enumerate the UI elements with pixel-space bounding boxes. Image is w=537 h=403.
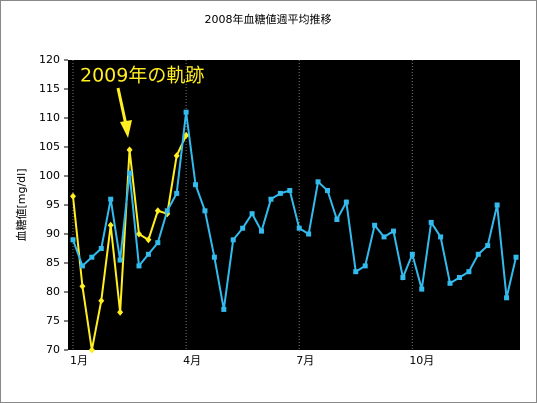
marker [475, 251, 481, 257]
y-tick-label: 120 [39, 53, 60, 66]
marker [438, 234, 444, 240]
marker [240, 225, 246, 231]
marker [221, 306, 227, 312]
marker [447, 280, 453, 286]
marker [154, 207, 161, 215]
marker [230, 237, 236, 243]
marker [135, 230, 142, 238]
marker [79, 263, 85, 269]
plot: 70 75 80 85 90 95 100 105 110 115 120 1月 4月 7月 10月 [39, 53, 519, 367]
marker [277, 190, 283, 196]
marker [117, 308, 124, 316]
x-tick-label: 4月 [183, 354, 201, 367]
y-tick-label: 90 [46, 227, 60, 240]
marker [155, 240, 161, 246]
marker [268, 196, 274, 202]
y-tick-label: 105 [39, 140, 60, 153]
marker [70, 192, 76, 200]
marker [183, 109, 189, 115]
marker [334, 217, 340, 222]
y-tick-label: 115 [39, 82, 60, 95]
annotation-arrowhead [120, 120, 132, 138]
marker [174, 190, 180, 196]
marker [485, 243, 491, 249]
y-axis-label: 血糖値[mg/dl] [14, 168, 28, 241]
marker [126, 146, 133, 154]
annotation: 2009年の軌跡 [80, 65, 204, 87]
marker [466, 269, 472, 275]
marker [306, 231, 312, 237]
marker [428, 219, 434, 225]
marker [98, 297, 105, 305]
marker [353, 269, 359, 275]
marker [504, 295, 510, 301]
marker [343, 199, 349, 205]
marker [98, 246, 104, 251]
marker [89, 254, 95, 260]
marker [409, 251, 415, 257]
y-tick-label: 75 [46, 314, 60, 327]
marker [362, 263, 368, 269]
marker [400, 275, 406, 280]
y-tick-label: 95 [46, 198, 60, 211]
marker [164, 208, 170, 214]
marker [108, 196, 114, 202]
marker [107, 221, 114, 229]
y-tick-label: 85 [46, 256, 60, 269]
y-tick-label: 80 [46, 285, 60, 298]
marker [390, 228, 396, 234]
marker [259, 228, 265, 234]
marker [419, 286, 425, 292]
marker [117, 257, 123, 263]
marker [513, 254, 519, 260]
marker [193, 182, 199, 188]
marker [127, 170, 133, 176]
y-tick-label: 70 [46, 343, 60, 356]
marker [88, 346, 95, 354]
marker [494, 202, 500, 208]
marker [145, 236, 152, 244]
annotation-arrow [116, 87, 128, 126]
marker [324, 188, 330, 193]
marker [249, 211, 255, 217]
x-tick-label: 10月 [409, 354, 434, 367]
marker [296, 225, 302, 231]
marker [372, 222, 378, 228]
marker [202, 208, 208, 214]
marker [136, 263, 142, 269]
y-tick-label: 100 [39, 169, 60, 182]
y-tick-label: 110 [39, 111, 60, 124]
marker [456, 275, 462, 280]
marker [70, 237, 76, 243]
marker [145, 251, 151, 257]
marker [173, 152, 180, 160]
x-tick-label: 7月 [296, 354, 314, 367]
marker [315, 179, 321, 185]
x-tick-label: 1月 [70, 354, 88, 367]
chart-title: 2008年血糖値週平均推移 [205, 12, 332, 26]
marker [287, 188, 293, 193]
marker [381, 234, 387, 240]
marker [79, 282, 86, 290]
marker [211, 254, 217, 260]
